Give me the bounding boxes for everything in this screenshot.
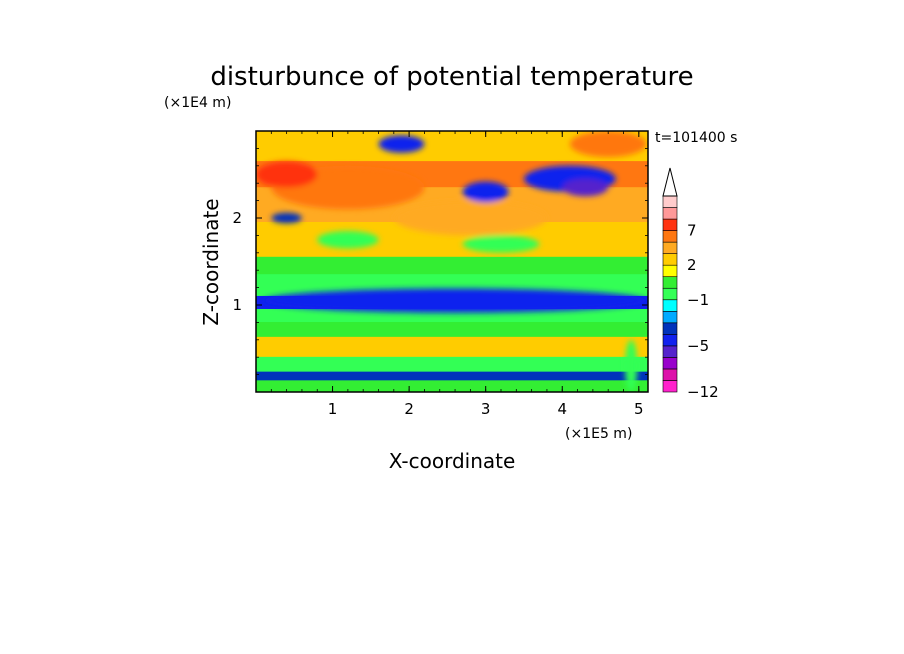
colorbar-segment	[662, 264, 678, 278]
x-tick-label: 3	[481, 400, 491, 418]
contour-field	[256, 131, 648, 392]
contour-feature	[378, 135, 425, 153]
x-axis-label: X-coordinate	[389, 449, 516, 473]
contour-feature	[256, 161, 318, 188]
plot-area	[256, 131, 648, 392]
contour-feature	[263, 288, 647, 313]
colorbar-segment	[662, 241, 678, 254]
contour-feature	[625, 339, 638, 392]
colorbar-segment	[662, 368, 678, 381]
contour-feature	[271, 212, 302, 224]
colorbar-segment	[662, 195, 678, 208]
colorbar-label: −1	[687, 291, 709, 309]
colorbar-segment	[662, 299, 678, 312]
colorbar-segment	[662, 218, 678, 231]
colorbar-label: 2	[687, 256, 697, 274]
colorbar-segment	[662, 310, 678, 324]
colorbar-segment	[662, 345, 678, 358]
contour-feature	[317, 231, 379, 249]
colorbar-segment	[662, 380, 678, 393]
colorbar-segment	[662, 276, 678, 289]
colorbar-segment	[662, 253, 678, 266]
colorbar-segment	[662, 322, 678, 335]
contour-feature	[462, 181, 509, 203]
x-tick-label: 2	[404, 400, 414, 418]
colorbar-label: −12	[687, 383, 719, 401]
colorbar-extend-arrow	[662, 167, 678, 197]
x-tick-label: 5	[634, 400, 644, 418]
x-scale-label: (×1E5 m)	[565, 426, 632, 442]
y-tick-label: 2	[232, 209, 242, 227]
contour-features	[256, 131, 647, 392]
time-label: t=101400 s	[655, 130, 737, 146]
colorbar-segment	[662, 334, 678, 347]
colorbar-segment	[662, 287, 678, 301]
contour-feature	[462, 235, 540, 253]
x-tick-label: 4	[557, 400, 567, 418]
plot-frame	[255, 130, 649, 393]
colorbar-segment	[662, 230, 678, 243]
y-axis: 12	[232, 147, 648, 376]
x-tick-label: 1	[328, 400, 338, 418]
contour-feature	[562, 178, 609, 197]
colorbar-label: −5	[687, 337, 709, 355]
x-axis: 1 2 3 4 5	[270, 131, 644, 418]
colorbar-label: 7	[687, 222, 697, 240]
y-axis-label: Z-coordinate	[199, 198, 223, 325]
y-tick-label: 1	[232, 296, 242, 314]
contour-feature	[569, 131, 647, 158]
colorbar-segment	[662, 357, 678, 370]
contour-feature	[393, 200, 547, 236]
colorbar: −12−5−127	[662, 167, 719, 401]
colorbar-segment	[662, 207, 678, 220]
chart-title: disturbunce of potential temperature	[210, 62, 693, 92]
y-scale-label: (×1E4 m)	[164, 95, 231, 111]
